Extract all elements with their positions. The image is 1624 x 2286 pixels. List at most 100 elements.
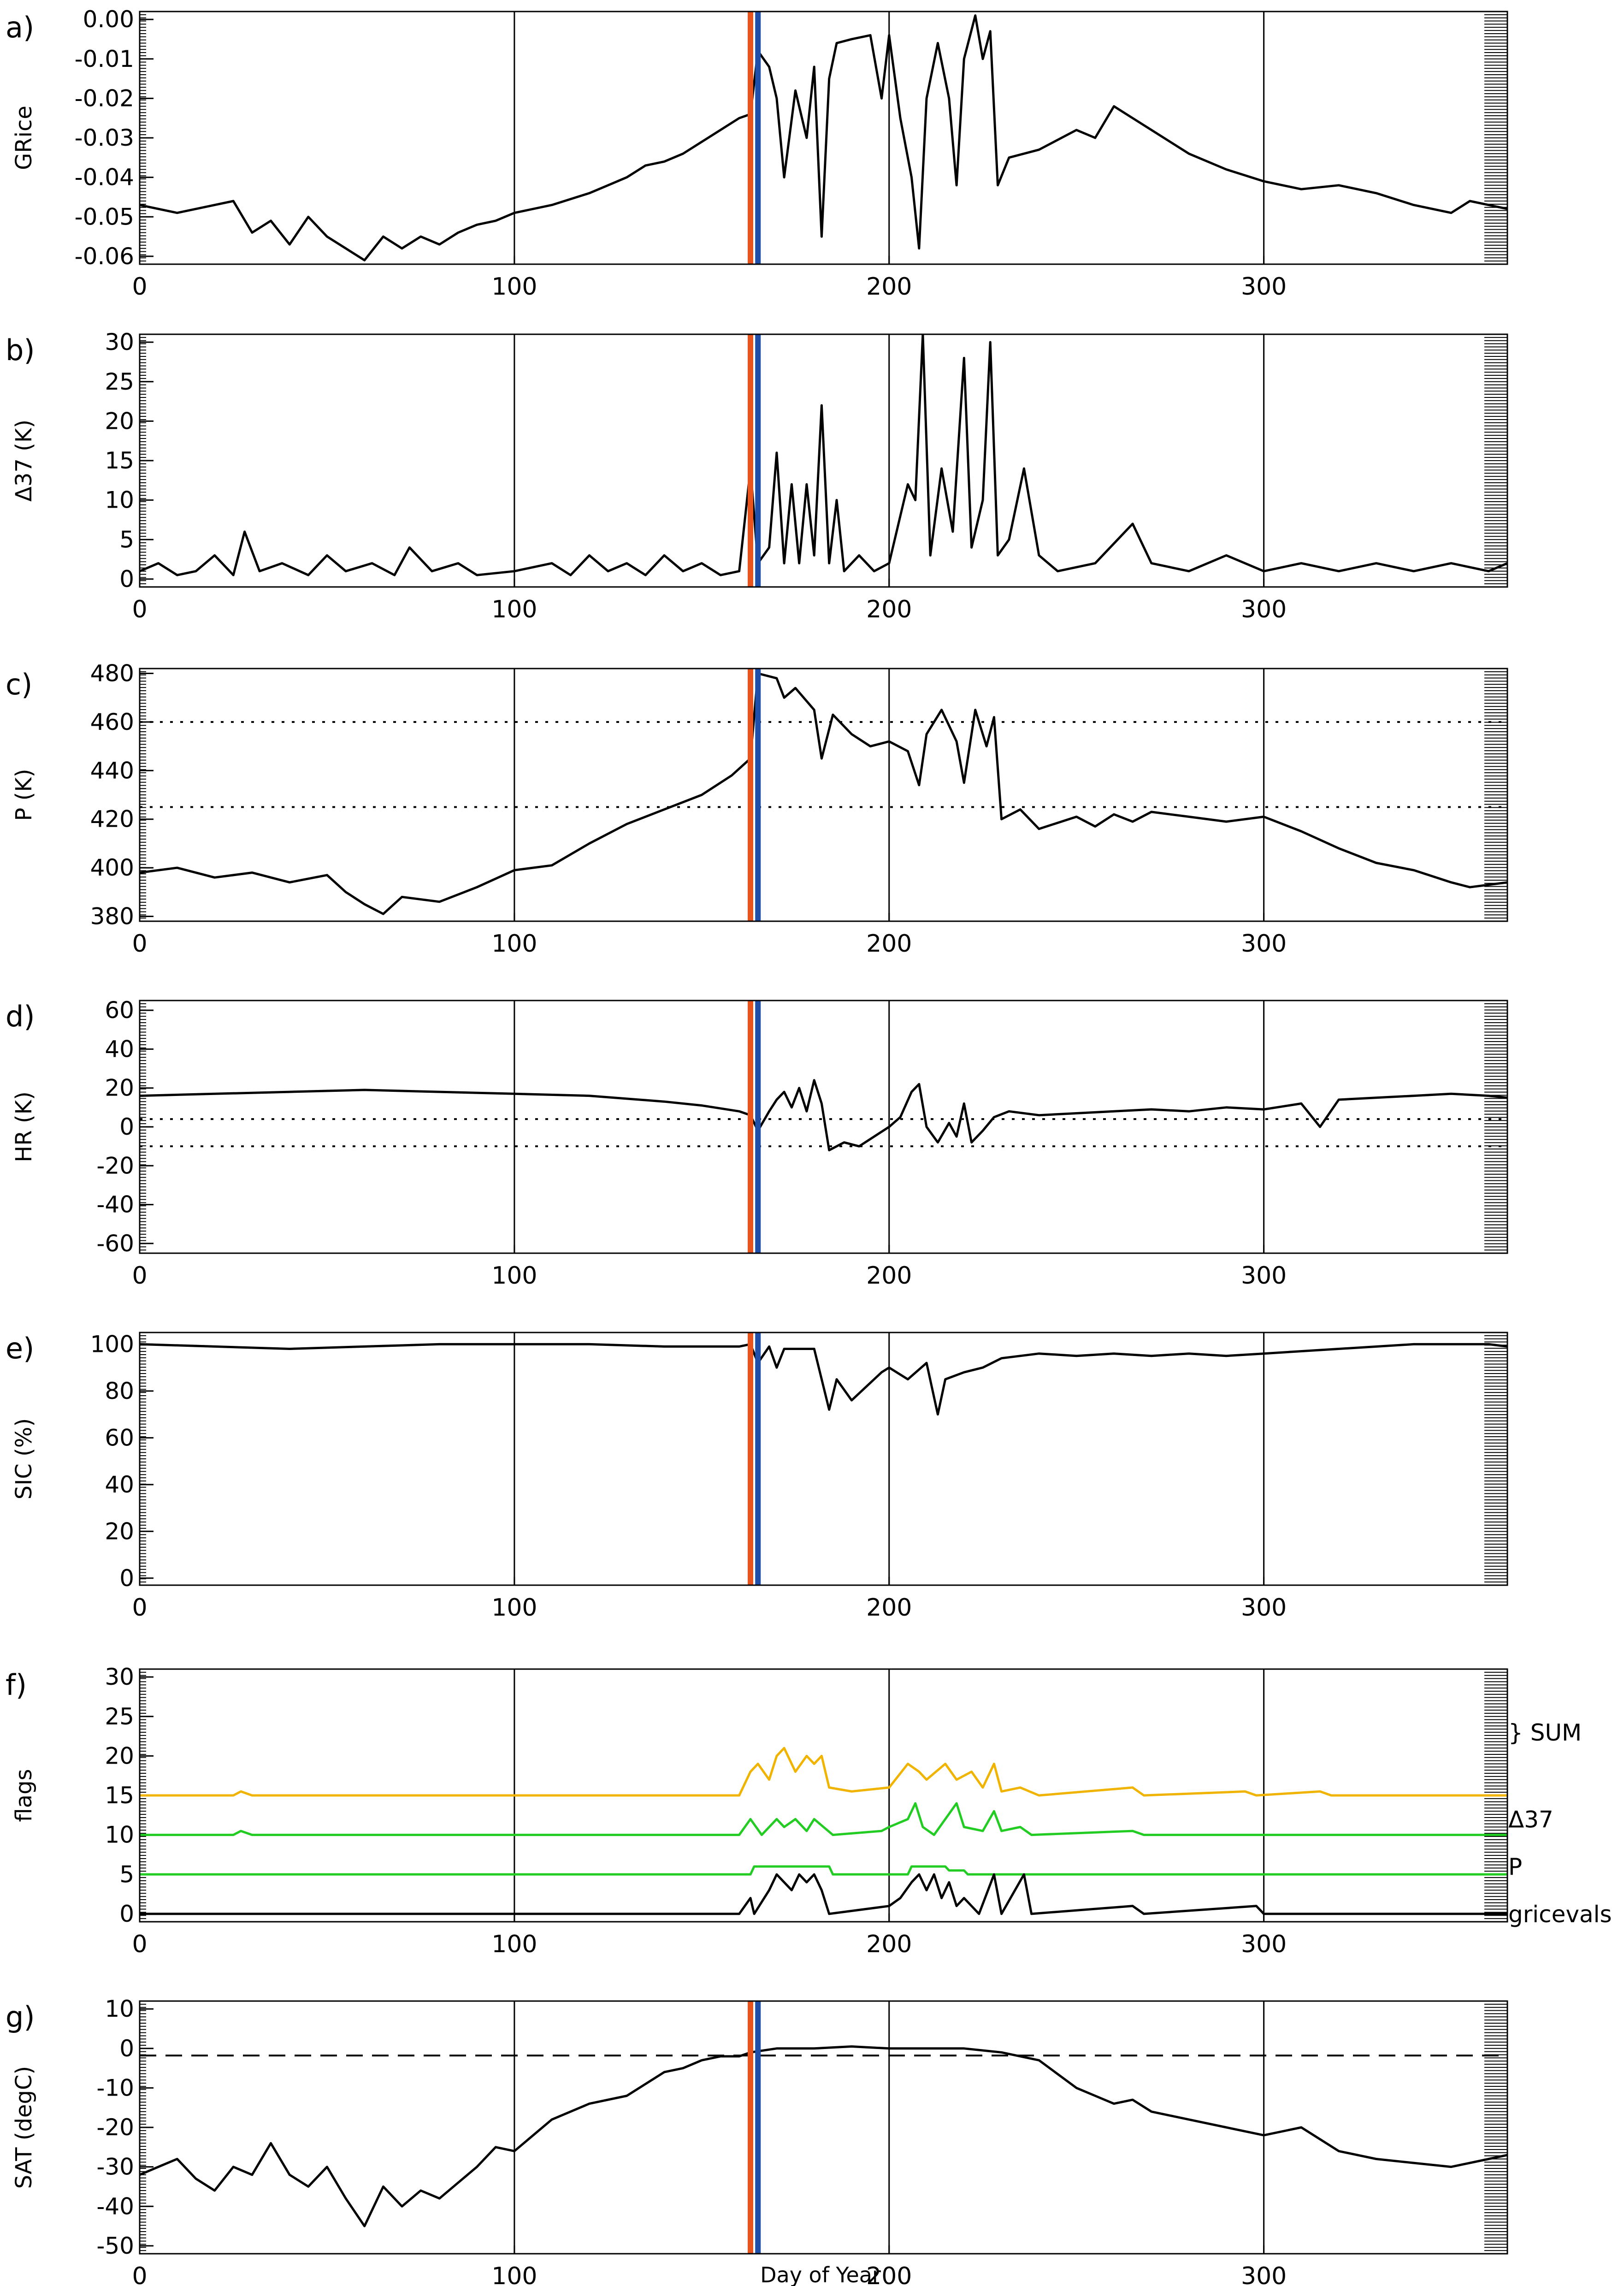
x-tick-label: 0 [132,596,147,623]
series-line [140,14,1507,261]
y-tick-label: -0.03 [75,124,134,151]
y-tick-label: 480 [90,660,134,687]
y-tick-label: 20 [105,1518,134,1545]
y-tick-label: 10 [105,1822,134,1848]
y-tick-label: 5 [119,1861,134,1888]
x-tick-label: 200 [866,273,912,301]
plot-frame [139,2000,1508,2255]
y-tick-label: 460 [90,709,134,735]
panel-a: 0 100 200 300 0.00 -0.01 -0.02 -0.03 -0.04 -0.05 -… [6,6,1508,301]
panel-f: 0 100 200 300 0 5 10 15 20 25 30 f) flags} SUM Δ37 Pgr… [6,1664,1612,1958]
y-tick-label: 420 [90,806,134,833]
y-tick-label: 60 [105,997,134,1024]
panel-c: 0 100 200 300 380 400 420 440 460 480 c) P (K) [6,660,1508,958]
x-tick-label: 100 [491,273,537,301]
y-tick-label: 440 [90,757,134,784]
panel-label: g) [6,2000,35,2034]
y-tick-label: 0 [119,1901,134,1927]
x-tick-label: 0 [132,1931,147,1958]
x-tick-label: 0 [132,930,147,958]
y-tick-label: 400 [90,854,134,881]
y-tick-label: -0.02 [75,85,134,112]
y-axis-title: HR (K) [11,1091,37,1162]
y-tick-label: 40 [105,1471,134,1498]
x-tick-label: 300 [1241,1931,1287,1958]
x-tick-label: 300 [1241,930,1287,958]
x-tick-label: 0 [132,2262,147,2286]
y-tick-label: -40 [96,1191,134,1218]
y-tick-label: 10 [105,487,134,514]
y-tick-label: -40 [96,2193,134,2220]
panel-label: f) [6,1668,27,1702]
panel-b: 0 100 200 300 0 5 10 15 20 25 30 b) Δ37 (K) [6,329,1508,623]
y-tick-label: 15 [105,1782,134,1809]
plot-frame [139,668,1508,922]
plot-frame [139,1000,1508,1254]
y-minor-ticks [140,1000,1507,1254]
x-tick-label: 0 [132,1594,147,1622]
y-axis-title: Δ37 (K) [11,420,37,502]
y-minor-ticks [140,1332,1507,1586]
y-tick-label: 15 [105,447,134,474]
series-line [140,1865,1507,1876]
y-tick-label: 20 [105,408,134,434]
panel-g: 0 100 200 300 -50 -40 -30 -20 -10 0 10 g) SAT (degC) [6,1996,1508,2286]
panel-d: 0 100 200 300 -60 -40 -20 0 20 40 60 d) HR (K) [6,997,1508,1290]
x-tick-label: 200 [866,1594,912,1622]
y-tick-label: 100 [90,1331,134,1357]
x-tick-label: 300 [1241,1262,1287,1290]
x-tick-label: 100 [491,596,537,623]
x-tick-label: 300 [1241,2262,1287,2286]
panel-e: 0 100 200 300 0 20 40 60 80 100 e) SIC (%) [6,1331,1508,1622]
y-tick-label: -10 [96,2074,134,2101]
y-tick-label: -30 [96,2154,134,2180]
x-tick-label: 200 [866,2262,912,2286]
series-line [140,672,1507,915]
y-tick-label: -0.04 [75,164,134,191]
series-line [140,1079,1507,1152]
panel-label: e) [6,1332,34,1365]
y-tick-label: -0.01 [75,46,134,72]
y-axis-title: P (K) [11,769,37,821]
x-tick-label: 200 [866,1262,912,1290]
plot-frame [139,1332,1508,1586]
y-tick-label: 380 [90,903,134,930]
y-tick-label: 25 [105,368,134,395]
series-line [140,334,1507,576]
x-tick-label: 0 [132,273,147,301]
y-tick-label: 10 [105,1996,134,2022]
y-tick-label: 80 [105,1378,134,1404]
y-tick-label: -0.05 [75,203,134,230]
x-tick-label: 0 [132,1262,147,1290]
y-minor-ticks [140,11,1507,265]
x-tick-label: 100 [491,930,537,958]
x-tick-label: 100 [491,2262,537,2286]
x-tick-label: 100 [491,1931,537,1958]
y-tick-label: 0 [119,566,134,592]
y-axis-title: SIC (%) [11,1418,37,1499]
x-tick-label: 100 [491,1262,537,1290]
x-tick-label: 300 [1241,273,1287,301]
panel-label: d) [6,1000,35,1033]
plot-frame [139,333,1508,588]
y-tick-label: 40 [105,1036,134,1062]
y-tick-label: 0 [119,1565,134,1592]
panel-label: b) [6,333,35,367]
plot-frame [139,11,1508,265]
series-label: } SUM [1508,1719,1582,1746]
y-tick-label: 0 [119,1113,134,1140]
y-tick-label: -20 [96,1152,134,1179]
y-axis-title: SAT (degC) [11,2066,37,2189]
plot-frame [139,1668,1508,1923]
x-tick-label: 300 [1241,1594,1287,1622]
y-tick-label: 30 [105,329,134,355]
y-tick-label: -0.06 [75,243,134,270]
y-tick-label: -60 [96,1230,134,1257]
x-tick-label: 200 [866,930,912,958]
y-axis-title: flags [11,1769,37,1822]
x-tick-label: 100 [491,1594,537,1622]
y-tick-label: 5 [119,526,134,553]
series-line [140,1802,1507,1836]
panel-label: c) [6,668,32,701]
